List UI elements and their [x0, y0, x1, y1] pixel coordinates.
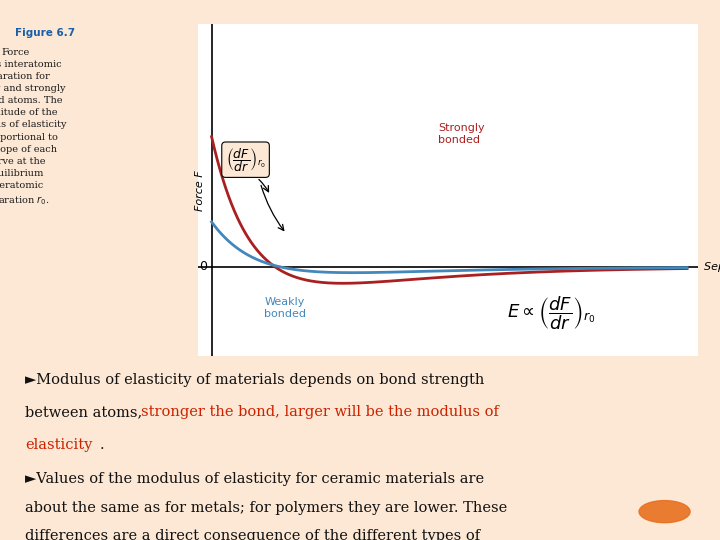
Text: Weakly
bonded: Weakly bonded	[264, 297, 306, 319]
Text: Figure 6.7: Figure 6.7	[15, 28, 76, 38]
Text: about the same as for metals; for polymers they are lower. These: about the same as for metals; for polyme…	[25, 501, 508, 515]
Text: .: .	[100, 437, 104, 451]
Text: Force F: Force F	[195, 170, 205, 211]
Text: 0: 0	[199, 260, 207, 273]
Text: $E \propto \left(\dfrac{dF}{dr}\right)_{r_0}$: $E \propto \left(\dfrac{dF}{dr}\right)_{…	[507, 294, 595, 332]
Text: elasticity: elasticity	[25, 437, 92, 451]
Text: Separation r: Separation r	[704, 262, 720, 272]
Text: $\left(\dfrac{dF}{dr}\right)_{r_0}$: $\left(\dfrac{dF}{dr}\right)_{r_0}$	[225, 146, 266, 174]
Text: ►Modulus of elasticity of materials depends on bond strength: ►Modulus of elasticity of materials depe…	[25, 373, 485, 387]
Text: Strongly
bonded: Strongly bonded	[438, 123, 485, 145]
Text: differences are a direct consequence of the different types of: differences are a direct consequence of …	[25, 530, 480, 540]
Text: between atoms,: between atoms,	[25, 406, 147, 420]
Text: ►Values of the modulus of elasticity for ceramic materials are: ►Values of the modulus of elasticity for…	[25, 471, 484, 485]
Text: Force
versus interatomic
separation for
weakly and strongly
bonded atoms. The
ma: Force versus interatomic separation for …	[0, 48, 66, 207]
Ellipse shape	[639, 501, 690, 523]
Text: stronger the bond, larger will be the modulus of: stronger the bond, larger will be the mo…	[140, 406, 498, 420]
